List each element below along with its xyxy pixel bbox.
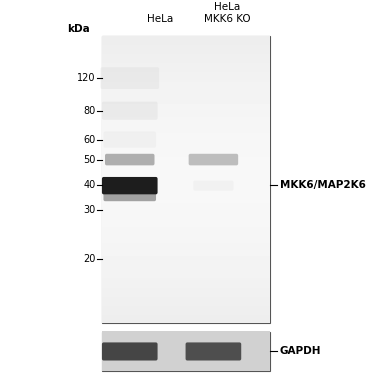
- FancyBboxPatch shape: [100, 67, 159, 89]
- Text: 50: 50: [83, 154, 96, 165]
- FancyBboxPatch shape: [102, 177, 158, 194]
- Text: 60: 60: [83, 135, 96, 145]
- Text: HeLa: HeLa: [147, 14, 174, 24]
- Text: HeLa
MKK6 KO: HeLa MKK6 KO: [204, 2, 251, 24]
- FancyBboxPatch shape: [102, 332, 270, 371]
- FancyBboxPatch shape: [186, 342, 241, 360]
- Text: 80: 80: [83, 106, 96, 116]
- FancyBboxPatch shape: [102, 342, 158, 360]
- FancyBboxPatch shape: [104, 132, 156, 148]
- FancyBboxPatch shape: [104, 190, 156, 201]
- Text: MKK6/MAP2K6: MKK6/MAP2K6: [280, 180, 366, 190]
- Text: 30: 30: [83, 205, 96, 215]
- Text: 120: 120: [77, 73, 96, 83]
- FancyBboxPatch shape: [189, 154, 238, 165]
- FancyBboxPatch shape: [102, 102, 158, 120]
- FancyBboxPatch shape: [105, 154, 154, 165]
- FancyBboxPatch shape: [193, 181, 234, 191]
- FancyBboxPatch shape: [102, 36, 270, 322]
- Text: kDa: kDa: [67, 24, 90, 34]
- Text: GAPDH: GAPDH: [280, 346, 321, 357]
- Text: 20: 20: [83, 254, 96, 264]
- Text: 40: 40: [83, 180, 96, 190]
